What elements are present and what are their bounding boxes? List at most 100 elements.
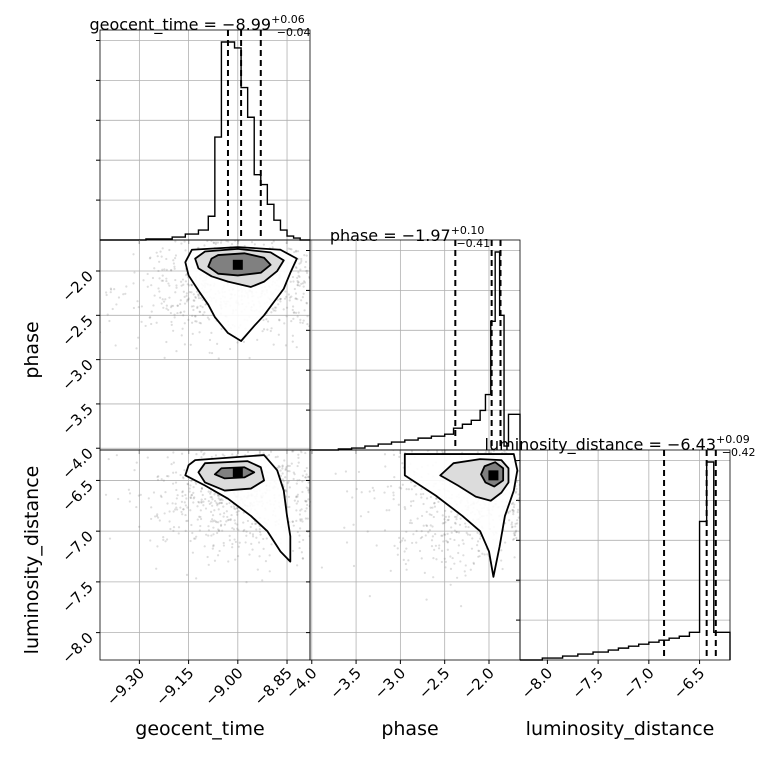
scatter-geocent-time-luminosity-distance-peak — [232, 467, 243, 478]
scatter-geocent-time-luminosity-distance-point-689 — [307, 423, 309, 425]
scatter-geocent-time-luminosity-distance-point-570 — [246, 420, 248, 422]
scatter-phase-luminosity-distance-point-798 — [512, 512, 515, 516]
scatter-phase-luminosity-distance-point-701 — [583, 520, 585, 522]
scatter-geocent-time-luminosity-distance-point-719 — [174, 502, 177, 505]
scatter-geocent-time-luminosity-distance-point-563 — [198, 529, 201, 532]
scatter-geocent-time-phase-point-856 — [160, 302, 163, 305]
scatter-geocent-time-luminosity-distance-point-43 — [189, 539, 192, 543]
scatter-phase-luminosity-distance-point-669 — [574, 522, 576, 524]
scatter-phase-luminosity-distance-point-119 — [552, 455, 554, 457]
scatter-geocent-time-phase-point-480 — [164, 298, 167, 301]
scatter-geocent-time-luminosity-distance-point-483 — [288, 505, 291, 509]
scatter-geocent-time-phase-point-149 — [161, 279, 165, 282]
scatter-geocent-time-luminosity-distance-point-895 — [169, 527, 172, 531]
scatter-geocent-time-phase-point-356 — [306, 322, 309, 326]
hist-luminosity-distance-bar-6 — [618, 648, 628, 660]
scatter-geocent-time-phase-point-587 — [271, 246, 274, 249]
hist-luminosity-distance-bar-9 — [649, 642, 659, 660]
scatter-geocent-time-luminosity-distance-point-603 — [128, 492, 132, 495]
scatter-phase-luminosity-distance-point-576 — [486, 553, 489, 556]
scatter-phase-luminosity-distance-point-803 — [533, 467, 535, 469]
scatter-geocent-time-luminosity-distance-point-159 — [200, 450, 203, 453]
scatter-geocent-time-luminosity-distance-point-734 — [324, 484, 326, 486]
xtick-label-geocent-time-2: −9.00 — [201, 664, 246, 709]
scatter-phase-luminosity-distance-point-127 — [500, 559, 503, 562]
scatter-geocent-time-luminosity-distance-point-180 — [203, 545, 206, 548]
scatter-geocent-time-luminosity-distance-point-80 — [295, 496, 298, 499]
ytick-label-luminosity-distance-1: −7.5 — [58, 578, 96, 616]
scatter-phase-luminosity-distance-point-328 — [459, 560, 462, 563]
scatter-geocent-time-luminosity-distance-point-791 — [357, 525, 359, 527]
scatter-geocent-time-luminosity-distance-point-455 — [184, 504, 187, 507]
scatter-phase-luminosity-distance-point-190 — [470, 547, 474, 550]
scatter-geocent-time-luminosity-distance-point-787 — [332, 540, 334, 542]
scatter-geocent-time-phase-point-83 — [297, 271, 300, 274]
scatter-geocent-time-luminosity-distance-point-500 — [333, 512, 335, 514]
scatter-geocent-time-phase-point-506 — [279, 297, 282, 301]
scatter-geocent-time-luminosity-distance-point-416 — [205, 434, 207, 436]
scatter-geocent-time-phase-point-591 — [296, 281, 300, 284]
scatter-geocent-time-phase-point-386 — [274, 306, 278, 309]
scatter-geocent-time-phase-point-283 — [293, 311, 296, 314]
scatter-phase-luminosity-distance-point-102 — [511, 508, 514, 512]
scatter-geocent-time-luminosity-distance-point-575 — [202, 500, 205, 503]
scatter-geocent-time-phase-point-354 — [305, 271, 309, 274]
scatter-geocent-time-luminosity-distance-point-212 — [300, 451, 303, 454]
scatter-phase-luminosity-distance-point-462 — [533, 513, 535, 515]
scatter-geocent-time-luminosity-distance-point-374 — [165, 474, 169, 478]
scatter-geocent-time-luminosity-distance-point-101 — [174, 508, 177, 511]
scatter-phase-luminosity-distance-point-484 — [447, 518, 450, 521]
scatter-geocent-time-phase-point-893 — [152, 304, 155, 307]
scatter-geocent-time-luminosity-distance-point-407 — [306, 503, 309, 507]
scatter-geocent-time-phase-point-508 — [210, 240, 213, 242]
scatter-geocent-time-phase-point-177 — [179, 228, 181, 230]
scatter-geocent-time-phase-point-378 — [170, 323, 173, 326]
scatter-geocent-time-luminosity-distance-point-86 — [206, 555, 209, 559]
scatter-phase-luminosity-distance-point-56 — [518, 500, 520, 503]
scatter-phase-luminosity-distance-point-659 — [290, 528, 292, 530]
scatter-geocent-time-luminosity-distance-point-395 — [204, 507, 208, 510]
scatter-geocent-time-luminosity-distance-point-738 — [352, 467, 354, 469]
scatter-phase-luminosity-distance-point-851 — [562, 525, 564, 527]
scatter-geocent-time-phase-point-255 — [182, 314, 185, 317]
scatter-phase-luminosity-distance-point-275 — [532, 462, 534, 464]
scatter-geocent-time-phase-point-636 — [270, 242, 274, 245]
scatter-geocent-time-phase-point-323 — [153, 267, 156, 270]
scatter-geocent-time-luminosity-distance-point-12 — [217, 502, 221, 505]
scatter-phase-luminosity-distance-point-372 — [492, 450, 495, 452]
scatter-phase-luminosity-distance-point-502 — [431, 525, 434, 528]
scatter-phase-luminosity-distance-point-51 — [545, 480, 547, 482]
scatter-phase-luminosity-distance-point-52 — [450, 531, 453, 534]
scatter-geocent-time-luminosity-distance-point-739 — [117, 497, 120, 501]
scatter-phase-luminosity-distance-point-155 — [389, 569, 392, 572]
scatter-phase-luminosity-distance-point-481 — [454, 522, 457, 525]
scatter-geocent-time-phase-point-264 — [201, 298, 204, 302]
scatter-geocent-time-luminosity-distance-point-270 — [168, 520, 171, 523]
scatter-geocent-time-luminosity-distance-point-454 — [182, 508, 185, 511]
scatter-geocent-time-luminosity-distance-point-763 — [228, 501, 231, 505]
scatter-phase-luminosity-distance-point-143 — [455, 531, 458, 534]
scatter-geocent-time-luminosity-distance-point-301 — [282, 480, 285, 483]
title-geocent-time-median: −8.99 — [222, 15, 271, 34]
scatter-geocent-time-luminosity-distance-point-169 — [276, 446, 278, 448]
scatter-phase-luminosity-distance-point-283 — [556, 485, 558, 487]
scatter-phase-luminosity-distance-point-438 — [453, 538, 456, 542]
scatter-geocent-time-phase-point-268 — [304, 266, 307, 269]
scatter-phase-luminosity-distance-point-479 — [545, 517, 547, 519]
scatter-geocent-time-phase-point-338 — [277, 303, 280, 306]
scatter-phase-luminosity-distance-point-338 — [442, 540, 445, 543]
scatter-geocent-time-luminosity-distance-point-112 — [156, 513, 159, 516]
scatter-geocent-time-phase-point-491 — [322, 292, 324, 294]
scatter-geocent-time-phase-point-775 — [312, 245, 314, 247]
scatter-geocent-time-luminosity-distance-point-85 — [181, 490, 184, 493]
scatter-geocent-time-phase-point-256 — [300, 257, 303, 261]
scatter-geocent-time-luminosity-distance-point-73 — [237, 528, 240, 532]
scatter-geocent-time-luminosity-distance-point-321 — [372, 543, 374, 545]
scatter-geocent-time-luminosity-distance-point-17 — [189, 484, 192, 487]
scatter-geocent-time-luminosity-distance-point-850 — [222, 515, 225, 518]
xtick-label-luminosity-distance-0: −8.0 — [518, 664, 556, 702]
scatter-phase-luminosity-distance-point-705 — [412, 533, 415, 536]
scatter-phase-luminosity-distance-point-183 — [468, 533, 472, 536]
scatter-geocent-time-luminosity-distance-point-642 — [276, 455, 279, 458]
scatter-geocent-time-luminosity-distance-point-685 — [295, 495, 298, 498]
